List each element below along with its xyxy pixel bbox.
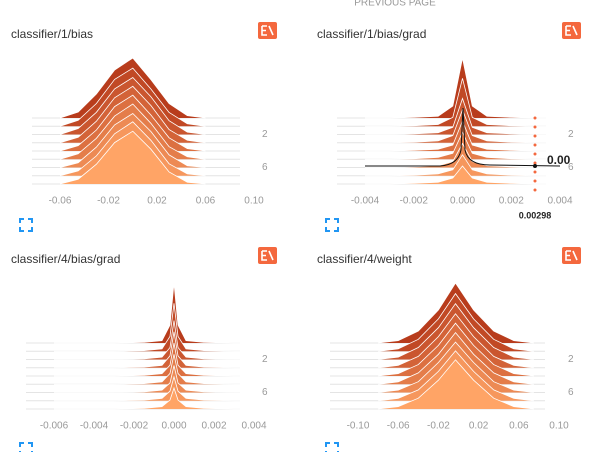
chart-title: classifier/1/bias	[11, 27, 93, 41]
x-tick-label: 0.06	[196, 196, 216, 207]
chart-title: classifier/4/weight	[317, 252, 412, 266]
ridge	[54, 303, 254, 352]
hover-dot	[533, 134, 537, 138]
x-tick-label: 0.004	[547, 196, 572, 207]
icon-glyph	[19, 218, 33, 232]
download-icon[interactable]	[562, 247, 581, 264]
icon-glyph	[19, 442, 33, 452]
ridge	[54, 320, 254, 360]
icon-glyph	[261, 250, 274, 261]
ridge	[54, 375, 254, 402]
x-tick-label: -0.02	[97, 196, 120, 207]
icon-bg	[562, 22, 581, 39]
x-tick-label: -0.006	[40, 421, 69, 432]
y-tick-label: 6	[568, 162, 574, 173]
overlay: 0.00 0.00298	[365, 107, 571, 223]
x-tick-label: -0.06	[49, 196, 72, 207]
y-tick-label: 6	[262, 162, 268, 173]
ridge	[54, 282, 254, 344]
y-tick-label: 6	[568, 387, 574, 398]
hover-dot	[533, 125, 537, 129]
icon-glyph	[261, 25, 274, 36]
x-tick-label: -0.002	[120, 421, 149, 432]
ridge	[54, 354, 254, 385]
x-tick-label: 0.02	[469, 421, 489, 432]
x-tick-label: 0.002	[499, 196, 524, 207]
x-tick-label: -0.02	[427, 421, 450, 432]
x-tick-label: 0.06	[509, 421, 529, 432]
charts: classifier/1/bias -0.06 -0.02 0.02 0.06 0.10 2…	[11, 22, 581, 452]
ridge	[54, 331, 254, 369]
ridge	[54, 386, 254, 410]
ridge	[365, 165, 560, 185]
x-tick-label: 0.002	[201, 421, 226, 432]
hover-x-bg	[514, 209, 556, 223]
x-tick-label: 0.10	[549, 421, 569, 432]
download-icon[interactable]	[258, 22, 277, 39]
hover-x-label: 0.00298	[519, 210, 552, 220]
hover-dot	[533, 116, 537, 120]
x-tick-label: 0.10	[244, 196, 264, 207]
hover-dot	[533, 170, 537, 174]
ridge	[54, 342, 254, 377]
fullscreen-icon[interactable]	[325, 442, 339, 452]
x-tick-label: -0.002	[400, 196, 429, 207]
y-tick-label: 2	[568, 354, 574, 365]
y-tick-label: 6	[262, 387, 268, 398]
y-tick-label: 2	[568, 129, 574, 140]
ridge	[365, 154, 560, 177]
ridge	[54, 365, 254, 393]
hover-dot	[533, 143, 537, 147]
fullscreen-icon[interactable]	[19, 218, 33, 232]
y-tick-label: 2	[262, 354, 268, 365]
icon-glyph	[565, 25, 578, 36]
chart-title: classifier/1/bias/grad	[317, 27, 426, 41]
y-tick-label: 2	[262, 129, 268, 140]
hover-dot	[533, 188, 537, 192]
hover-dot	[533, 152, 537, 156]
hover-point	[533, 164, 537, 168]
hover-value: 0.00	[547, 153, 571, 167]
x-tick-label: 0.000	[450, 196, 475, 207]
x-tick-label: -0.06	[387, 421, 410, 432]
hover-dot	[533, 161, 537, 165]
download-icon[interactable]	[562, 22, 581, 39]
x-tick-label: -0.004	[80, 421, 109, 432]
icon-bg	[258, 22, 277, 39]
fullscreen-icon[interactable]	[19, 442, 33, 452]
icon-glyph	[565, 250, 578, 261]
chart-title: classifier/4/bias/grad	[11, 252, 120, 266]
hover-curve	[365, 107, 561, 167]
x-tick-label: 0.02	[147, 196, 167, 207]
x-tick-label: -0.10	[347, 421, 370, 432]
hover-dot	[533, 179, 537, 183]
icon-glyph	[325, 442, 339, 452]
fullscreen-icon[interactable]	[325, 218, 339, 232]
icon-bg	[258, 247, 277, 264]
icon-glyph	[325, 218, 339, 232]
download-icon[interactable]	[258, 247, 277, 264]
icon-bg	[562, 247, 581, 264]
x-tick-label: 0.000	[161, 421, 186, 432]
x-tick-label: -0.004	[351, 196, 380, 207]
ridge	[59, 130, 206, 185]
previous-page[interactable]: PREVIOUS PAGE	[354, 0, 436, 9]
x-tick-label: 0.004	[241, 421, 266, 432]
ridge	[378, 359, 534, 410]
